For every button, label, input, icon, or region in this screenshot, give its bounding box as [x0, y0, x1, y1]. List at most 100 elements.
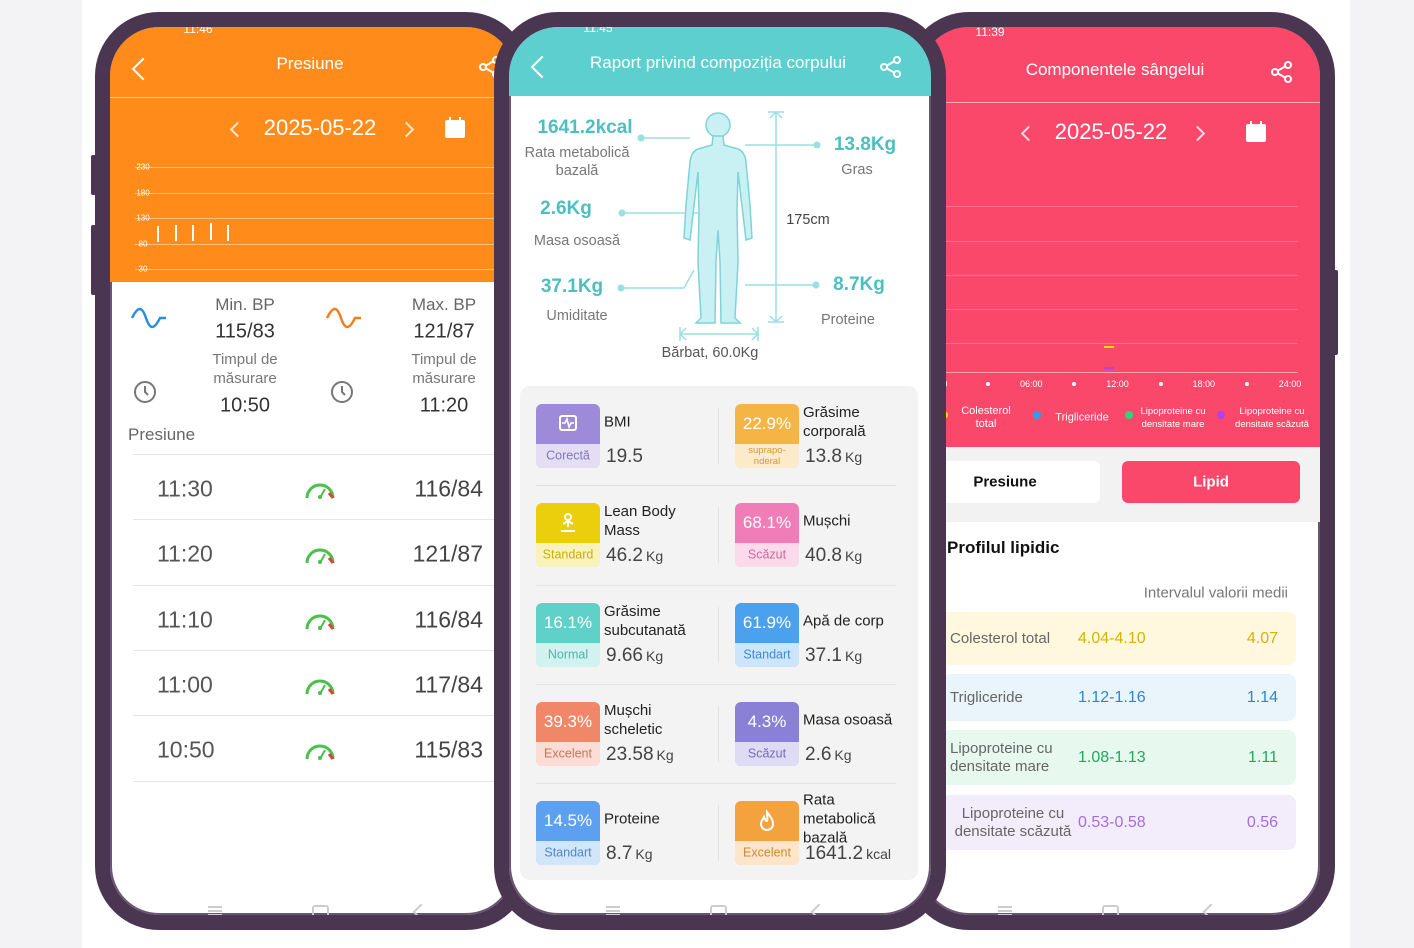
icon-part: [318, 560, 322, 565]
gauge-icon: [304, 609, 336, 631]
icon-part: [454, 132, 457, 134]
share-icon: [879, 55, 903, 79]
unit: Kg: [656, 746, 674, 763]
badge-icon: [556, 511, 580, 535]
row-divider: [133, 454, 513, 455]
grid-line: [135, 167, 495, 168]
phone-body: 11:45 Raport privind compoziția corpului …: [494, 12, 946, 930]
unit: kcal: [866, 846, 892, 863]
nav-home: [1102, 905, 1119, 915]
lipid-name: Lipoproteine cu densitate mare: [950, 739, 1053, 775]
share-icon: [1270, 60, 1294, 84]
row-divider: [536, 485, 896, 486]
icon-part: [1250, 131, 1262, 138]
icon-part: [327, 622, 335, 630]
row-divider: [133, 584, 513, 586]
icon-part: [1271, 61, 1292, 83]
metric-name: Rata metabolică bazală: [803, 791, 876, 847]
icon-part: [305, 483, 335, 499]
icon-part: [305, 548, 335, 565]
row-divider: [133, 781, 513, 782]
nav-home: [312, 905, 329, 915]
icon-part: [1277, 65, 1286, 79]
metric-value: 23.58 Kg: [606, 744, 674, 766]
badge-status-bg: [536, 444, 600, 468]
x-tick-label: 06:00: [1019, 379, 1043, 389]
time-value: 10:50: [219, 394, 271, 417]
icon-part: [327, 753, 335, 761]
header: [920, 27, 1320, 447]
row-divider: [536, 783, 896, 784]
record-time: 11:30: [157, 475, 213, 502]
column-divider: [718, 606, 719, 663]
record-value: 115/83: [414, 736, 483, 763]
icon-part: [564, 513, 572, 522]
row-divider: [536, 585, 896, 586]
nav-menu: [208, 910, 222, 912]
header: [110, 27, 515, 282]
icon-part: [447, 125, 463, 136]
icon-part: [144, 386, 149, 396]
record-time: 11:10: [157, 606, 213, 633]
phone-pressure: 11:46 Presiune 2025-05-22 30 80 130 180 230 Min.…: [95, 12, 530, 930]
legend-label: Lipoproteine cu densitate mare: [1140, 406, 1206, 430]
badge-value: 61.9%: [742, 612, 792, 632]
badge-status: Excelent: [743, 845, 791, 860]
bone-label: Masa osoasă: [533, 233, 621, 249]
icon-part: [327, 557, 335, 565]
badge-status-bg: [735, 543, 799, 568]
time-value: 11:20: [419, 394, 469, 417]
tab-label: Presiune: [973, 473, 1037, 491]
metric-value: 13.8 Kg: [805, 446, 862, 468]
badge-value: 22.9%: [742, 414, 792, 433]
x-tick-label: 12:00: [1106, 379, 1129, 389]
clock-icon: [330, 380, 354, 404]
badge-icon: [755, 809, 779, 833]
clock-icon: [133, 380, 157, 404]
icon-part: [1260, 131, 1262, 134]
section-title: Presiune: [128, 425, 196, 444]
protein-value: 8.7Kg: [833, 274, 885, 295]
bp-bar: [192, 225, 194, 242]
icon-part: [880, 56, 901, 78]
icon-part: [331, 381, 353, 403]
lipid-range: 4.04-4.10: [1078, 629, 1146, 647]
icon-part: [485, 60, 494, 74]
bp-label: Min. BP: [215, 295, 275, 314]
metric-value: 9.66 Kg: [606, 645, 663, 667]
column-header: Intervalul valorii medii: [1143, 584, 1288, 602]
icon-part: [305, 614, 335, 630]
unit: Kg: [645, 647, 664, 664]
icon-part: [561, 520, 575, 533]
legend-label: Trigliceride: [1055, 411, 1109, 424]
metric-name: Proteine: [604, 810, 660, 828]
value: 23.58: [606, 743, 654, 765]
icon-part: [318, 625, 322, 630]
icon-part: [637, 134, 645, 142]
icon-part: [893, 70, 901, 78]
record-time: 10:50: [157, 736, 215, 763]
data-tick: [1104, 367, 1114, 369]
icon-part: [459, 117, 461, 122]
bone-value: 2.6Kg: [540, 198, 592, 219]
metric-value: 46.2 Kg: [606, 545, 663, 567]
icon-part: [449, 127, 461, 134]
nav-menu: [606, 910, 620, 912]
data-tick: [1104, 346, 1114, 348]
fat-label: Gras: [841, 162, 873, 178]
status-time: 11:45: [583, 21, 613, 35]
icon-part: [678, 327, 760, 341]
tab-button[interactable]: [935, 461, 1100, 503]
icon-part: [449, 117, 451, 122]
y-tick-label: 30: [138, 264, 148, 274]
icon-part: [318, 690, 322, 695]
tick-dot: [1158, 382, 1163, 386]
side-button: [1333, 270, 1338, 355]
icon-part: [327, 492, 335, 499]
tab-button[interactable]: [1122, 461, 1300, 503]
icon-part: [454, 127, 457, 130]
lipid-row: [940, 730, 1296, 785]
icon-part: [880, 63, 888, 71]
